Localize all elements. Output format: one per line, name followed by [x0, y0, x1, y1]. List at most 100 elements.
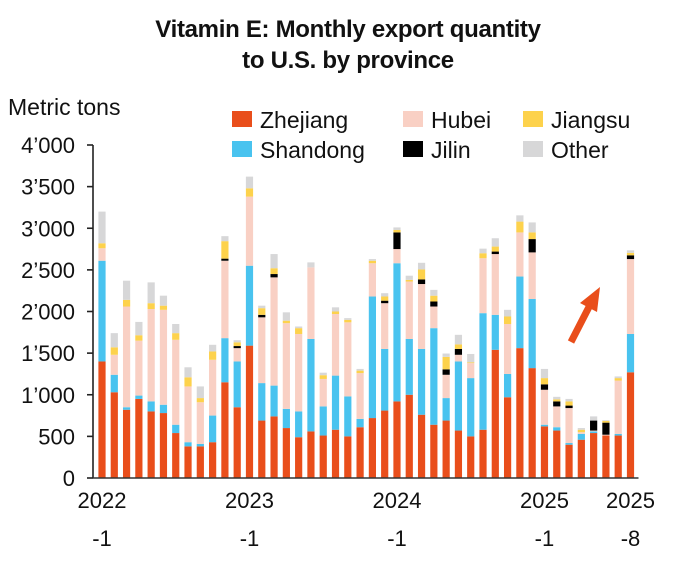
- bar-segment-other: [602, 420, 610, 421]
- bar-stack: [98, 211, 106, 478]
- bar-stack: [590, 416, 598, 478]
- legend-label: Jilin: [431, 137, 471, 163]
- bar-segment-jiangsu: [626, 252, 635, 256]
- y-tick-label: 4’000: [21, 133, 75, 158]
- bar-segment-zhejiang: [553, 430, 561, 478]
- bar-segment-jiangsu: [602, 420, 610, 423]
- bar-segment-shandong: [110, 374, 118, 393]
- bar-segment-zhejiang: [626, 372, 635, 478]
- bar-segment-other: [319, 372, 327, 376]
- bar-segment-shandong: [307, 338, 315, 432]
- bar-segment-jiangsu: [516, 221, 524, 233]
- bar-segment-shandong: [196, 443, 204, 447]
- chart-title-line-1: Vitamin E: Monthly export quantity: [155, 16, 541, 43]
- bar-stack: [307, 262, 315, 478]
- bar-segment-hubei: [233, 348, 241, 362]
- bar-segment-hubei: [516, 232, 524, 277]
- bar-segment-jiangsu: [540, 378, 549, 385]
- bar-segment-jiangsu: [479, 253, 487, 259]
- bar-segment-other: [417, 262, 426, 270]
- x-axis: 2022 -1 2023 -1 2024 -1 2025 -1 2025 -8: [78, 477, 655, 551]
- bar-segment-zhejiang: [110, 392, 118, 478]
- bar-segment-shandong: [405, 338, 413, 395]
- y-tick-label: 500: [38, 424, 75, 449]
- bar-segment-zhejiang: [516, 348, 524, 478]
- bar-stack: [319, 372, 327, 478]
- bar-segment-hubei: [565, 408, 573, 444]
- bar-segment-hubei: [430, 306, 438, 329]
- legend-swatch: [232, 141, 252, 157]
- bar-segment-hubei: [491, 254, 499, 315]
- bar-segment-zhejiang: [172, 433, 180, 478]
- bar-segment-other: [540, 368, 549, 379]
- bar-stack: [184, 367, 192, 478]
- bar-segment-jiangsu: [467, 362, 475, 364]
- bar-segment-hubei: [209, 359, 217, 416]
- bar-stack: [393, 227, 401, 478]
- legend-item-jiangsu: Jiangsu: [523, 107, 630, 133]
- bar-segment-zhejiang: [258, 420, 266, 478]
- bar-segment-zhejiang: [159, 413, 168, 478]
- bar-segment-other: [368, 259, 376, 261]
- bar-segment-shandong: [356, 418, 364, 428]
- chart-title: Vitamin E: Monthly export quantity to U.…: [0, 14, 696, 76]
- bar-segment-other: [282, 312, 290, 321]
- bar-stack: [602, 420, 610, 478]
- bar-segment-shandong: [270, 385, 278, 417]
- bar-segment-shandong: [331, 375, 340, 430]
- bar-segment-jiangsu: [221, 241, 229, 259]
- bar-segment-other: [356, 368, 364, 371]
- bar-segment-zhejiang: [184, 446, 192, 478]
- bar-stack: [196, 386, 204, 478]
- bar-segment-other: [467, 353, 475, 363]
- bar-segment-other: [503, 309, 512, 317]
- bar-segment-shandong: [565, 443, 573, 445]
- bar-segment-jiangsu: [565, 401, 573, 406]
- bar-segment-zhejiang: [147, 411, 155, 478]
- bar-segment-hubei: [590, 430, 598, 432]
- bar-segment-zhejiang: [405, 394, 413, 478]
- bar-segment-shandong: [454, 361, 463, 431]
- bar-segment-other: [442, 353, 450, 357]
- bar-segment-other: [577, 428, 585, 430]
- bar-stack: [442, 353, 450, 478]
- chart-title-line-2: to U.S. by province: [242, 47, 454, 74]
- bar-stack: [110, 333, 118, 478]
- bar-segment-zhejiang: [381, 410, 389, 478]
- bar-segment-jiangsu: [184, 377, 192, 387]
- bar-segment-jiangsu: [368, 260, 376, 264]
- bar-stack: [282, 312, 290, 478]
- bar-segment-jilin: [590, 420, 598, 431]
- bar-segment-shandong: [553, 427, 561, 431]
- bar-segment-other: [110, 333, 118, 348]
- bar-segment-zhejiang: [503, 397, 512, 478]
- annotations: [567, 287, 600, 344]
- bar-segment-shandong: [381, 348, 389, 411]
- bar-segment-other: [626, 250, 635, 253]
- legend-item-zhejiang: Zhejiang: [232, 107, 348, 133]
- arrow-head: [580, 287, 600, 312]
- bar-segment-other: [393, 227, 401, 230]
- bar-segment-zhejiang: [221, 382, 229, 478]
- bar-stack: [430, 289, 438, 478]
- bar-segment-hubei: [331, 314, 340, 376]
- bar-segment-other: [196, 386, 204, 399]
- legend-swatch: [403, 141, 423, 157]
- bar-segment-shandong: [221, 338, 229, 383]
- bar-segment-other: [221, 236, 229, 242]
- bar-segment-other: [270, 254, 278, 269]
- bar-segment-zhejiang: [307, 431, 315, 478]
- legend-item-jilin: Jilin: [403, 137, 471, 163]
- bar-segment-shandong: [209, 415, 217, 443]
- bar-segment-hubei: [319, 378, 327, 407]
- bar-segment-jiangsu: [209, 351, 217, 360]
- bar-segment-shandong: [135, 395, 143, 399]
- bar-segment-shandong: [417, 348, 426, 415]
- bar-segment-shandong: [319, 406, 327, 436]
- bar-segment-jiangsu: [405, 279, 413, 282]
- bar-segment-jiangsu: [159, 305, 168, 310]
- legend-label: Other: [551, 137, 609, 163]
- bar-segment-other: [405, 275, 413, 280]
- bar-segment-jiangsu: [147, 303, 155, 309]
